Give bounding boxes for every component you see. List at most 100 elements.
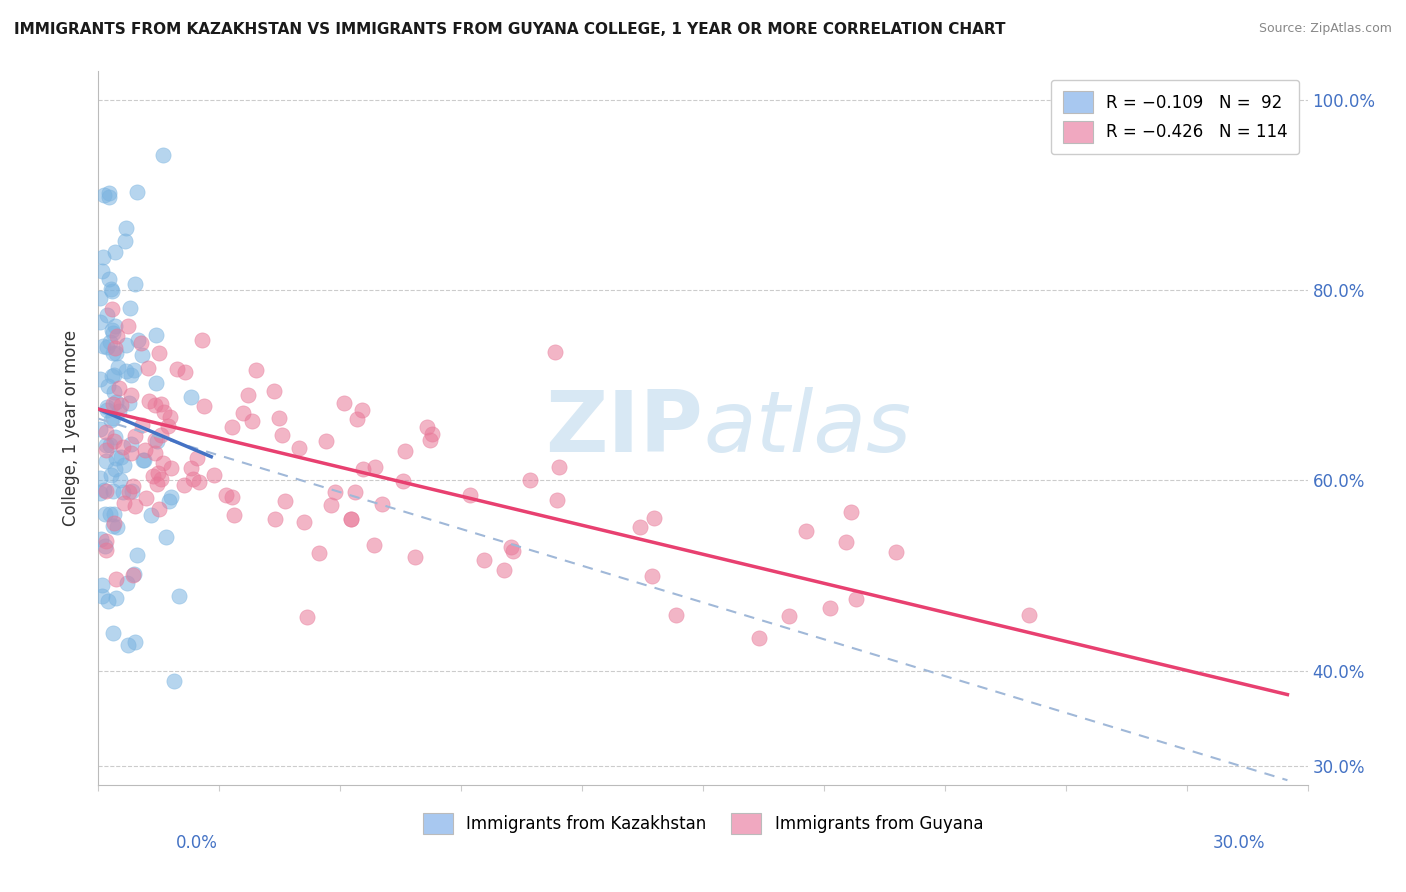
Point — [499, 540, 522, 554]
Point — [100, 285, 122, 299]
Point — [142, 468, 165, 483]
Point — [97, 190, 120, 204]
Point — [103, 397, 125, 411]
Point — [145, 376, 167, 391]
Point — [224, 508, 246, 523]
Point — [97, 594, 120, 608]
Point — [245, 363, 267, 377]
Point — [120, 388, 142, 402]
Point — [166, 362, 188, 376]
Text: atlas: atlas — [703, 386, 911, 470]
Y-axis label: College, 1 year or more: College, 1 year or more — [62, 330, 80, 526]
Point — [544, 345, 567, 359]
Point — [120, 368, 142, 382]
Point — [115, 221, 138, 235]
Point — [91, 339, 114, 353]
Point — [546, 493, 568, 508]
Point — [323, 485, 346, 500]
Point — [308, 546, 330, 560]
Point — [103, 626, 125, 640]
Point — [97, 186, 120, 201]
Point — [89, 291, 111, 305]
Point — [350, 402, 373, 417]
Point — [202, 467, 225, 482]
Point — [415, 419, 437, 434]
Point — [363, 538, 385, 552]
Point — [91, 250, 114, 264]
Point — [122, 566, 145, 581]
Legend: Immigrants from Kazakhstan, Immigrants from Guyana: Immigrants from Kazakhstan, Immigrants f… — [416, 806, 990, 841]
Point — [117, 638, 139, 652]
Point — [391, 474, 413, 488]
Point — [96, 340, 118, 354]
Point — [818, 600, 841, 615]
Point — [103, 318, 125, 333]
Point — [263, 512, 285, 526]
Point — [141, 508, 163, 523]
Point — [180, 461, 202, 475]
Point — [96, 443, 118, 458]
Point — [93, 187, 115, 202]
Point — [419, 433, 441, 447]
Point — [159, 409, 181, 424]
Point — [96, 543, 118, 558]
Point — [127, 333, 149, 347]
Point — [105, 395, 128, 409]
Point — [89, 315, 111, 329]
Point — [148, 466, 170, 480]
Point — [103, 516, 125, 530]
Point — [340, 511, 363, 525]
Point — [94, 508, 117, 522]
Point — [118, 301, 141, 316]
Point — [98, 334, 121, 349]
Point — [138, 393, 160, 408]
Point — [103, 385, 125, 400]
Point — [221, 490, 243, 504]
Point — [104, 341, 127, 355]
Point — [90, 532, 112, 546]
Point — [89, 471, 111, 485]
Point — [145, 446, 167, 460]
Point — [108, 473, 131, 487]
Point — [105, 520, 128, 534]
Point — [101, 484, 124, 499]
Point — [104, 572, 127, 586]
Point — [98, 272, 121, 286]
Point — [160, 490, 183, 504]
Point — [363, 459, 385, 474]
Point — [333, 396, 356, 410]
Point — [90, 589, 112, 603]
Point — [155, 530, 177, 544]
Point — [89, 486, 111, 500]
Point — [778, 608, 800, 623]
Point — [115, 576, 138, 591]
Point — [110, 398, 132, 412]
Point — [105, 450, 128, 465]
Point — [96, 379, 118, 393]
Point — [148, 346, 170, 360]
Point — [148, 501, 170, 516]
Point — [352, 462, 374, 476]
Point — [100, 413, 122, 427]
Point — [112, 458, 135, 472]
Point — [169, 590, 191, 604]
Point — [93, 483, 115, 498]
Point — [107, 360, 129, 375]
Point — [103, 507, 125, 521]
Point — [111, 485, 134, 500]
Point — [103, 326, 125, 340]
Point — [117, 318, 139, 333]
Point — [143, 398, 166, 412]
Point — [143, 434, 166, 448]
Point — [90, 577, 112, 591]
Point — [548, 460, 571, 475]
Point — [186, 451, 208, 466]
Point — [835, 535, 858, 549]
Point — [145, 434, 167, 449]
Point — [494, 563, 516, 577]
Point — [98, 508, 121, 522]
Point — [96, 484, 118, 499]
Point — [346, 412, 368, 426]
Point — [101, 519, 124, 533]
Point — [149, 472, 172, 486]
